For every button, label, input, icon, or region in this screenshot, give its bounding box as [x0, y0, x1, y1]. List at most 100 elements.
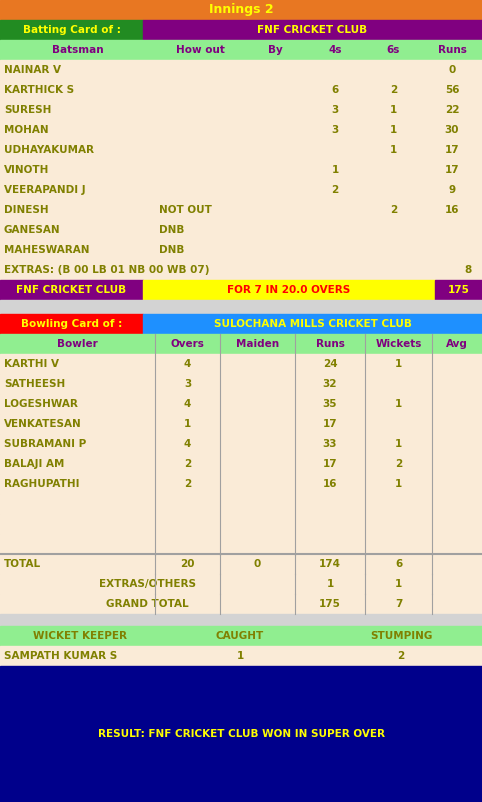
Text: BALAJI AM: BALAJI AM — [4, 459, 65, 469]
Text: 1: 1 — [390, 105, 397, 115]
Text: 56: 56 — [445, 85, 459, 95]
Bar — [0, 0, 482, 20]
Text: CAUGHT: CAUGHT — [216, 631, 264, 641]
Text: 2: 2 — [390, 85, 397, 95]
Text: DINESH: DINESH — [4, 205, 49, 215]
Text: 1: 1 — [395, 479, 402, 489]
Text: DNB: DNB — [159, 225, 185, 235]
Bar — [0, 314, 143, 334]
Text: 0: 0 — [254, 559, 261, 569]
Bar — [0, 240, 482, 260]
Text: NOT OUT: NOT OUT — [159, 205, 212, 215]
Text: STUMPING: STUMPING — [370, 631, 432, 641]
Text: 1: 1 — [390, 125, 397, 135]
Text: 4: 4 — [184, 359, 191, 369]
Text: How out: How out — [175, 45, 225, 55]
Bar — [0, 614, 482, 626]
Text: 30: 30 — [445, 125, 459, 135]
Text: UDHAYAKUMAR: UDHAYAKUMAR — [4, 145, 94, 155]
Text: SULOCHANA MILLS CRICKET CLUB: SULOCHANA MILLS CRICKET CLUB — [214, 319, 412, 329]
Bar — [143, 280, 435, 300]
Text: Batting Card of :: Batting Card of : — [23, 25, 120, 35]
Text: 2: 2 — [184, 479, 191, 489]
Text: VINOTH: VINOTH — [4, 165, 49, 175]
Bar — [0, 554, 482, 574]
Text: 175: 175 — [319, 599, 341, 609]
Text: KARTHI V: KARTHI V — [4, 359, 59, 369]
Text: 2: 2 — [332, 185, 339, 195]
Text: 24: 24 — [322, 359, 337, 369]
Bar — [0, 514, 482, 534]
Text: 1: 1 — [390, 145, 397, 155]
Text: 1: 1 — [395, 439, 402, 449]
Text: FNF CRICKET CLUB: FNF CRICKET CLUB — [16, 285, 127, 295]
Text: SATHEESH: SATHEESH — [4, 379, 65, 389]
Text: Runs: Runs — [438, 45, 467, 55]
Bar — [0, 100, 482, 120]
Text: RAGHUPATHI: RAGHUPATHI — [4, 479, 80, 489]
Bar — [0, 160, 482, 180]
Text: NAINAR V: NAINAR V — [4, 65, 61, 75]
Text: 16: 16 — [445, 205, 459, 215]
Text: 17: 17 — [445, 145, 459, 155]
Bar — [0, 646, 482, 666]
Text: 2: 2 — [397, 651, 404, 661]
Text: SAMPATH KUMAR S: SAMPATH KUMAR S — [4, 651, 117, 661]
Bar — [0, 280, 143, 300]
Text: 4: 4 — [184, 439, 191, 449]
Text: 22: 22 — [445, 105, 459, 115]
Text: DNB: DNB — [159, 245, 185, 255]
Bar — [0, 594, 482, 614]
Bar — [0, 534, 482, 554]
Text: LOGESHWAR: LOGESHWAR — [4, 399, 78, 409]
Text: Runs: Runs — [316, 339, 345, 349]
Text: 2: 2 — [390, 205, 397, 215]
Text: 3: 3 — [184, 379, 191, 389]
Text: 0: 0 — [448, 65, 455, 75]
Text: 20: 20 — [180, 559, 195, 569]
Bar — [0, 40, 482, 60]
Text: EXTRAS: (B 00 LB 01 NB 00 WB 07): EXTRAS: (B 00 LB 01 NB 00 WB 07) — [4, 265, 210, 275]
Text: 6s: 6s — [387, 45, 400, 55]
Text: 2: 2 — [184, 459, 191, 469]
Text: Bowling Card of :: Bowling Card of : — [21, 319, 122, 329]
Bar — [0, 120, 482, 140]
Text: VEERAPANDI J: VEERAPANDI J — [4, 185, 86, 195]
Bar — [0, 334, 482, 354]
Text: 17: 17 — [322, 419, 337, 429]
Text: EXTRAS/OTHERS: EXTRAS/OTHERS — [99, 579, 196, 589]
Text: Overs: Overs — [171, 339, 204, 349]
Text: 8: 8 — [465, 265, 472, 275]
Text: 1: 1 — [395, 579, 402, 589]
Bar — [0, 140, 482, 160]
Bar — [0, 80, 482, 100]
Text: FOR 7 IN 20.0 OVERS: FOR 7 IN 20.0 OVERS — [228, 285, 350, 295]
Bar — [0, 180, 482, 200]
Text: 16: 16 — [323, 479, 337, 489]
Bar — [143, 314, 482, 334]
Text: 17: 17 — [322, 459, 337, 469]
Bar — [0, 414, 482, 434]
Text: WICKET KEEPER: WICKET KEEPER — [33, 631, 127, 641]
Text: 175: 175 — [448, 285, 469, 295]
Text: 1: 1 — [326, 579, 334, 589]
Text: 17: 17 — [445, 165, 459, 175]
Bar — [0, 494, 482, 514]
Bar — [0, 374, 482, 394]
Text: 7: 7 — [395, 599, 402, 609]
Text: 33: 33 — [323, 439, 337, 449]
Text: Maiden: Maiden — [236, 339, 279, 349]
Text: 6: 6 — [395, 559, 402, 569]
Text: 9: 9 — [448, 185, 455, 195]
Bar — [0, 454, 482, 474]
Text: Batsman: Batsman — [52, 45, 103, 55]
Text: GANESAN: GANESAN — [4, 225, 61, 235]
Bar — [0, 574, 482, 594]
Text: 1: 1 — [184, 419, 191, 429]
Text: 35: 35 — [323, 399, 337, 409]
Bar — [143, 20, 482, 40]
Text: 1: 1 — [332, 165, 339, 175]
Text: VENKATESAN: VENKATESAN — [4, 419, 82, 429]
Text: SURESH: SURESH — [4, 105, 52, 115]
Bar — [0, 220, 482, 240]
